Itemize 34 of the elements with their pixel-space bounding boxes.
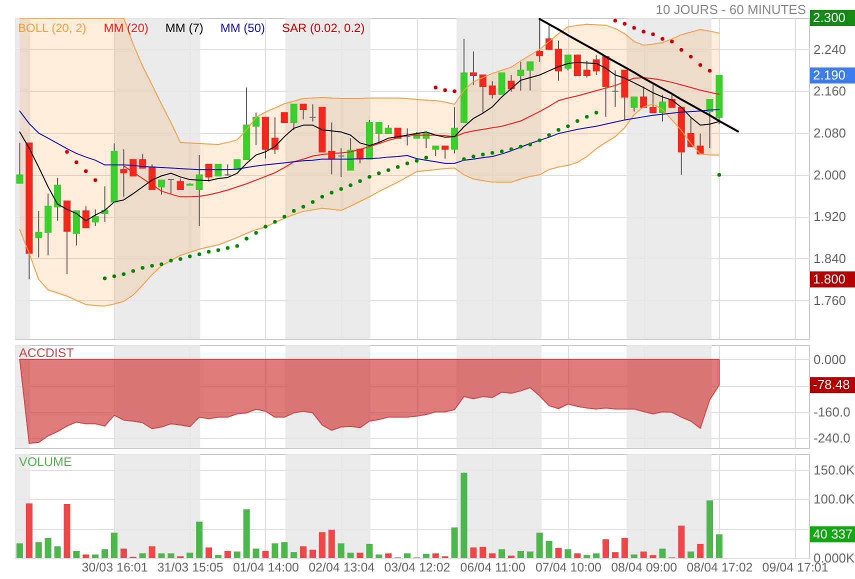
series-label: BOLL (20, 2) <box>18 21 86 35</box>
y-tick-label: 2.080 <box>814 126 846 141</box>
x-tick-label: 03/04 12:02 <box>384 560 450 574</box>
text: MM (50) <box>220 21 266 35</box>
y-tick-label: -240.0 <box>814 430 850 446</box>
text: SAR (0.02, 0.2) <box>282 21 365 35</box>
text: 1.800 <box>813 271 846 286</box>
x-tick-label: 31/03 15:05 <box>157 560 224 574</box>
y-tick-label: 2.240 <box>814 42 846 57</box>
y-tick-label: 1.920 <box>814 209 846 224</box>
x-tick-label: 08/04 09:00 <box>611 560 678 574</box>
x-tick-label: 30/03 16:01 <box>82 560 148 574</box>
x-tick-label: 02/04 13:04 <box>308 560 375 574</box>
y-tick-label: 1.760 <box>814 292 846 308</box>
y-tick-label: 150.0K <box>814 462 855 478</box>
chart-subtitle: 10 JOURS - 60 MINUTES <box>656 2 806 17</box>
y-tick-label: 0.000 <box>814 352 846 367</box>
chart-title: ACCDIST <box>19 346 74 360</box>
y-tick-label: -160.0 <box>814 404 850 420</box>
text: MM (20) <box>104 21 148 35</box>
y-tick-label: 2.160 <box>814 84 846 99</box>
text: 40 337 <box>813 526 853 542</box>
x-tick-label: 06/04 11:00 <box>460 560 526 574</box>
x-tick-label: 01/04 14:00 <box>232 560 300 574</box>
text: 2.300 <box>813 10 846 25</box>
text: -78.48 <box>813 377 850 392</box>
y-tick-label: 1.840 <box>814 250 846 266</box>
y-tick-label: 100.0K <box>814 492 855 507</box>
text: 2.190 <box>813 68 846 83</box>
y-tick-label: 2.000 <box>814 167 846 182</box>
chart-title: VOLUME <box>19 455 72 469</box>
x-tick-label: 07/04 10:00 <box>535 560 602 574</box>
text: MM (7) <box>165 21 204 35</box>
x-tick-label: 08/04 17:02 <box>686 560 753 574</box>
